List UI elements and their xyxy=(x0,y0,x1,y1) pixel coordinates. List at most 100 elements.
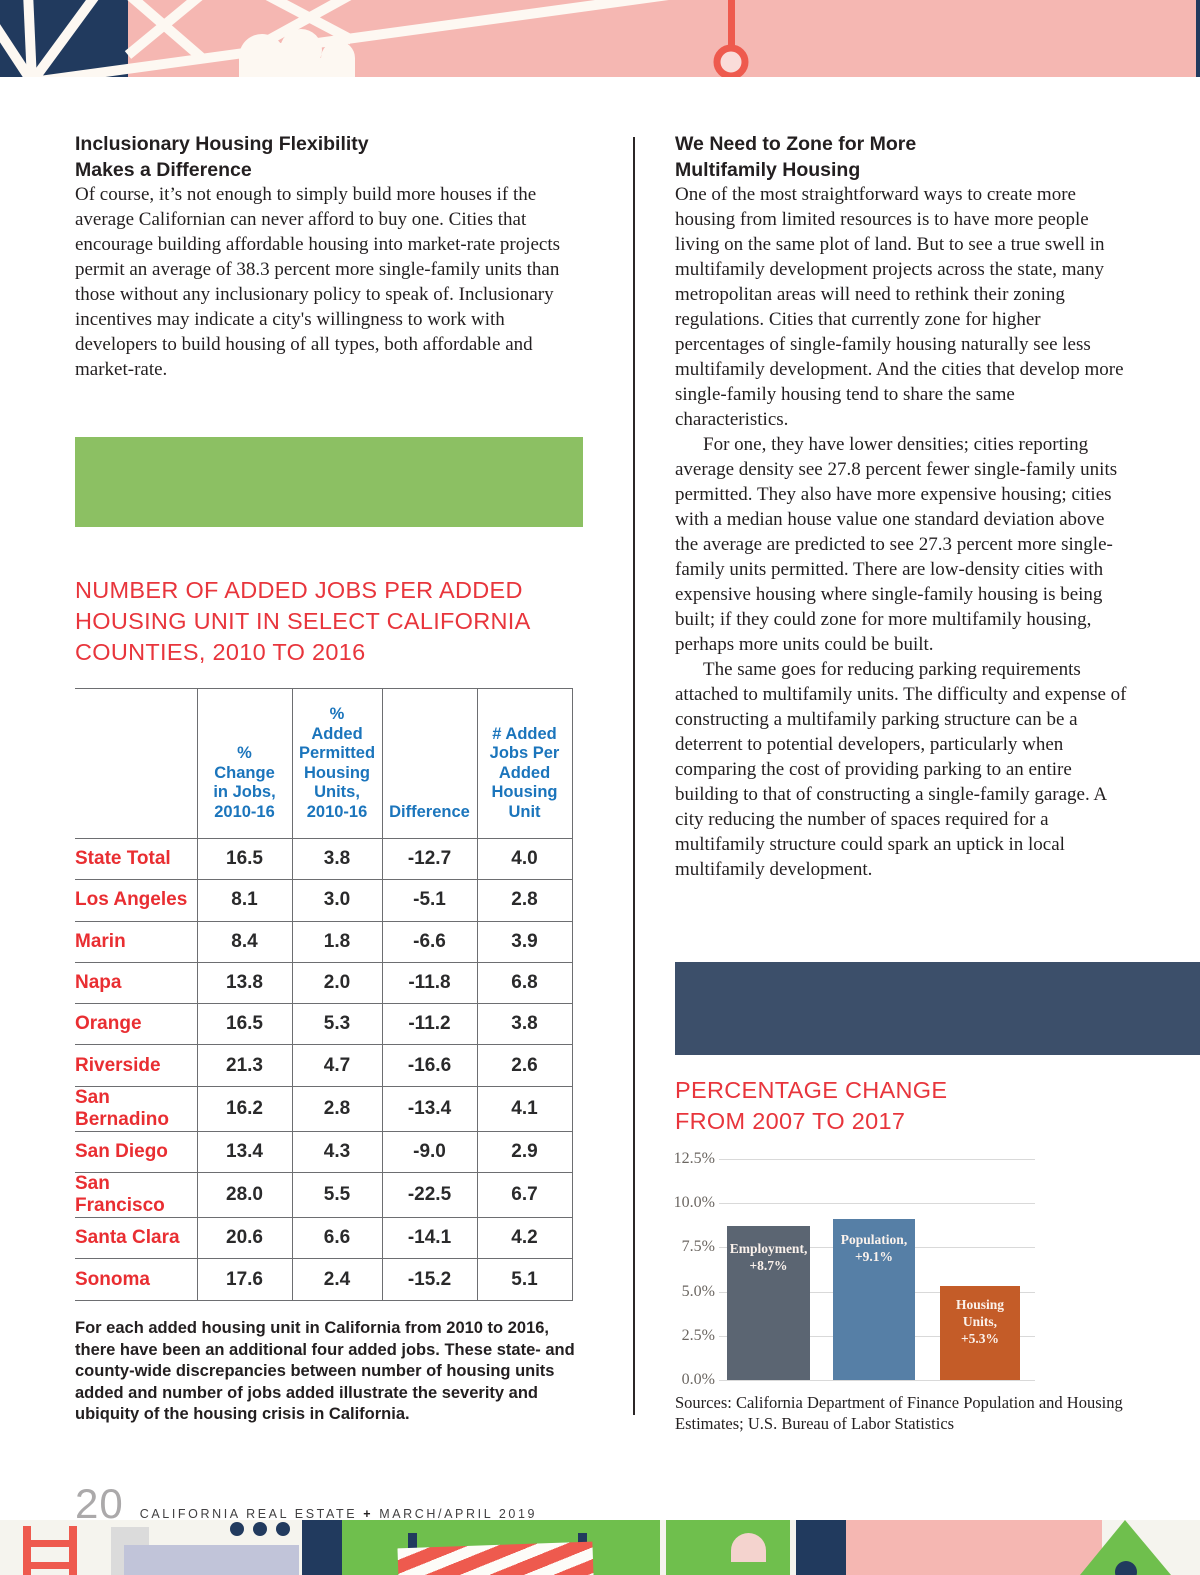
table-row: Marin 8.4 1.8 -6.6 3.9 xyxy=(75,920,573,963)
right-body-text: One of the most straightforward ways to … xyxy=(675,182,1132,882)
table-cell: 4.7 xyxy=(291,1044,382,1087)
table-cell: -6.6 xyxy=(381,920,477,963)
table-cell: 6.8 xyxy=(476,961,573,1005)
construction-barrier-icon xyxy=(397,1541,594,1575)
table-row: Orange 16.5 5.3 -11.2 3.8 xyxy=(75,1003,573,1046)
right-paragraph-2: For one, they have lower densities; citi… xyxy=(675,434,1118,655)
table-cell: -9.0 xyxy=(381,1130,477,1174)
ytick-label: 12.5% xyxy=(673,1150,715,1167)
right-paragraph-3: The same goes for reducing parking requi… xyxy=(675,659,1127,880)
table-cell: -15.2 xyxy=(381,1258,477,1301)
left-section-heading: Inclusionary Housing Flexibility Makes a… xyxy=(75,133,369,181)
ytick-label: 0.0% xyxy=(681,1371,715,1388)
table-row: Sonoma 17.6 2.4 -15.2 5.1 xyxy=(75,1258,573,1301)
column-header xyxy=(75,688,197,839)
table-cell: -14.1 xyxy=(381,1217,477,1260)
table-row: Napa 13.8 2.0 -11.8 6.8 xyxy=(75,961,573,1005)
table-row: State Total 16.5 3.8 -12.7 4.0 xyxy=(75,837,573,881)
table-cell: 6.7 xyxy=(476,1172,573,1219)
bar: Population, +9.1% xyxy=(833,1219,915,1380)
table-cell: 4.1 xyxy=(476,1085,573,1132)
ytick-label: 5.0% xyxy=(681,1282,715,1300)
ytick-label: 7.5% xyxy=(681,1238,715,1256)
table-caption: For each added housing unit in Californi… xyxy=(75,1319,575,1423)
pink-block-shape xyxy=(846,1520,1102,1575)
page-number: 20 xyxy=(75,1480,124,1527)
ytick-label: 2.5% xyxy=(681,1326,715,1344)
table-cell: 16.2 xyxy=(196,1085,292,1132)
table-cell: -16.6 xyxy=(381,1044,477,1087)
table-cell: 2.4 xyxy=(291,1258,382,1301)
table-cell: -22.5 xyxy=(381,1172,477,1219)
table-cell: 21.3 xyxy=(196,1044,292,1087)
bed-icon xyxy=(124,1545,299,1575)
gridline xyxy=(719,1159,1035,1160)
footer-text: CALIFORNIA REAL ESTATE + MARCH/APRIL 201… xyxy=(140,1507,537,1521)
navy-bar-shape-2 xyxy=(796,1520,846,1575)
table-cell: 3.8 xyxy=(291,837,382,881)
table-cell: 3.9 xyxy=(476,920,573,963)
table-title: NUMBER OF ADDED JOBS PER ADDED HOUSING U… xyxy=(75,577,531,665)
footer-plus: + xyxy=(363,1507,374,1521)
footer-magazine: CALIFORNIA REAL ESTATE xyxy=(139,1507,358,1521)
table-row: San Francisco 28.0 5.5 -22.5 6.7 xyxy=(75,1172,573,1219)
crane-hook-icon xyxy=(713,0,749,77)
table-row: Santa Clara 20.6 6.6 -14.1 4.2 xyxy=(75,1217,573,1260)
page-footer: 20 CALIFORNIA REAL ESTATE + MARCH/APRIL … xyxy=(75,1480,537,1528)
column-header: # Added Jobs Per Added Housing Unit xyxy=(476,688,573,839)
table-cell: 2.6 xyxy=(476,1044,573,1087)
bar: Housing Units, +5.3% xyxy=(940,1286,1020,1380)
table-cell: 20.6 xyxy=(196,1217,292,1260)
table-cell: 2.9 xyxy=(476,1130,573,1174)
table-row: San Diego 13.4 4.3 -9.0 2.9 xyxy=(75,1130,573,1174)
table-cell: 2.8 xyxy=(291,1085,382,1132)
chart-sources: Sources: California Department of Financ… xyxy=(675,1393,1123,1433)
table-cell: 13.4 xyxy=(196,1130,292,1174)
right-section-heading: We Need to Zone for More Multifamily Hou… xyxy=(675,133,917,181)
row-label: San Francisco xyxy=(75,1172,197,1219)
ellipsis-dots-icon xyxy=(230,1522,290,1536)
right-paragraph-1: One of the most straightforward ways to … xyxy=(675,184,1124,430)
row-label: State Total xyxy=(75,837,197,881)
truss-lines xyxy=(0,0,669,77)
table-cell: 5.1 xyxy=(476,1258,573,1301)
column-divider-rule xyxy=(633,137,635,1415)
barrier-post-left xyxy=(408,1533,417,1549)
chart-title: PERCENTAGE CHANGE FROM 2007 TO 2017 xyxy=(675,1077,948,1134)
barrier-post-right xyxy=(578,1533,587,1549)
navy-bar-shape xyxy=(302,1520,342,1575)
table-row: Riverside 21.3 4.7 -16.6 2.6 xyxy=(75,1044,573,1087)
door-icon xyxy=(731,1533,766,1562)
cloud-icon xyxy=(239,29,355,77)
table-cell: 6.6 xyxy=(291,1217,382,1260)
bar-label: Population, +9.1% xyxy=(840,1232,908,1265)
row-label: San Diego xyxy=(75,1130,197,1174)
left-paragraph: Of course, it’s not enough to simply bui… xyxy=(75,184,561,380)
row-label: Los Angeles xyxy=(75,879,197,922)
navy-edge-sliver xyxy=(1196,0,1200,77)
green-square-shape xyxy=(666,1520,790,1575)
table-cell: 4.2 xyxy=(476,1217,573,1260)
jobs-table: % Change in Jobs, 2010-16% Added Permitt… xyxy=(75,688,573,1301)
row-label: Napa xyxy=(75,961,197,1005)
row-label: Sonoma xyxy=(75,1258,197,1301)
green-callout-box xyxy=(75,437,583,527)
table-cell: 4.0 xyxy=(476,837,573,881)
bar-label: Housing Units, +5.3% xyxy=(955,1297,1005,1347)
row-label: Riverside xyxy=(75,1044,197,1087)
table-cell: -13.4 xyxy=(381,1085,477,1132)
bottom-banner-illustration xyxy=(0,1520,1200,1575)
header-row: % Change in Jobs, 2010-16% Added Permitt… xyxy=(75,688,573,839)
gridline xyxy=(719,1380,1035,1381)
table-cell: -5.1 xyxy=(381,879,477,922)
table-cell: 8.1 xyxy=(196,879,292,922)
row-label: San Bernadino xyxy=(75,1085,197,1132)
ladder-icon xyxy=(23,1526,77,1575)
table-cell: 13.8 xyxy=(196,961,292,1005)
table-cell: -12.7 xyxy=(381,837,477,881)
table-cell: -11.2 xyxy=(381,1003,477,1046)
ytick-label: 10.0% xyxy=(673,1194,715,1212)
gridline xyxy=(719,1203,1035,1205)
footer-issue: MARCH/APRIL 2019 xyxy=(379,1507,538,1521)
table-cell: 4.3 xyxy=(291,1130,382,1174)
